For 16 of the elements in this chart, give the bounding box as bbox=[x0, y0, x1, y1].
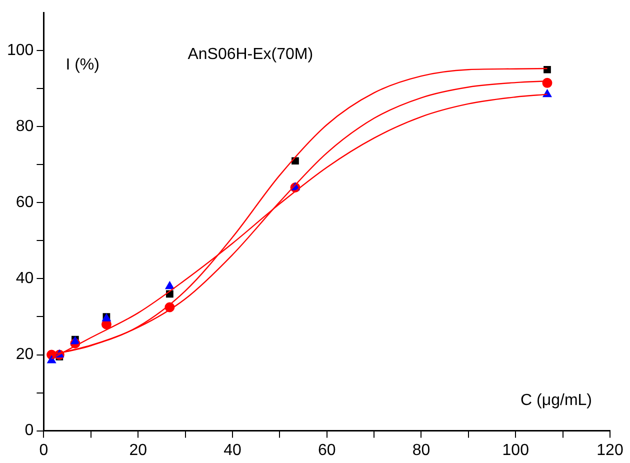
y-tick-label: 80 bbox=[16, 118, 34, 136]
y-tick-label: 100 bbox=[6, 42, 34, 60]
y-tick-label: 20 bbox=[16, 346, 34, 364]
x-tick-label: 40 bbox=[224, 442, 242, 459]
x-tick-label: 80 bbox=[412, 442, 430, 459]
x-axis-title: C (μg/mL) bbox=[520, 392, 592, 410]
y-axis-title: I (%) bbox=[66, 56, 100, 74]
y-tick-label: 0 bbox=[24, 422, 34, 440]
text: AnS06H-Ex(70M) bbox=[188, 46, 314, 63]
x-tick-label: 120 bbox=[596, 442, 624, 459]
x-tick-label: 60 bbox=[318, 442, 336, 459]
y-tick-label: 40 bbox=[16, 270, 34, 288]
x-tick-label: 100 bbox=[502, 442, 530, 459]
x-tick-label: 20 bbox=[129, 442, 148, 459]
x-tick-label: 0 bbox=[39, 442, 48, 459]
y-tick-label: 60 bbox=[16, 194, 34, 212]
